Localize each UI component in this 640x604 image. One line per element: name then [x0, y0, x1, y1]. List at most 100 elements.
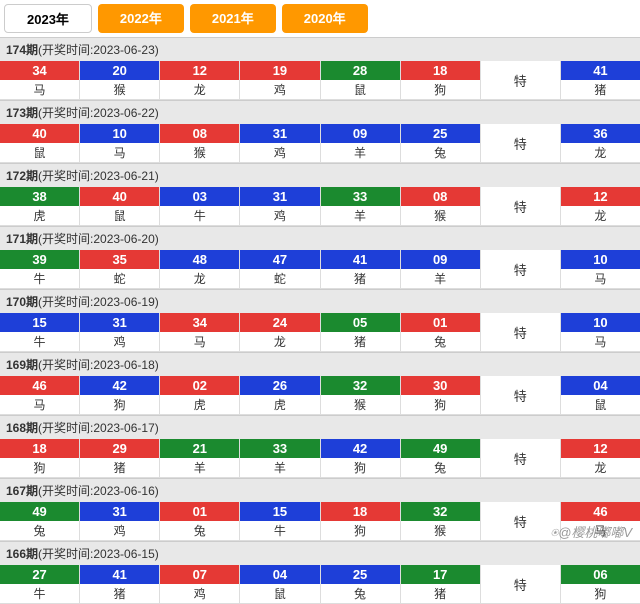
number-value: 42 [80, 376, 159, 395]
zodiac-label: 狗 [561, 584, 640, 603]
number-cell: 31鸡 [240, 187, 320, 226]
number-value: 35 [80, 250, 159, 269]
number-value: 40 [80, 187, 159, 206]
number-cell: 21羊 [160, 439, 240, 478]
zodiac-label: 鼠 [321, 80, 400, 99]
number-value: 24 [240, 313, 319, 332]
number-cell: 32猴 [321, 376, 401, 415]
number-value: 04 [240, 565, 319, 584]
zodiac-label: 狗 [321, 458, 400, 477]
number-cell: 04鼠 [240, 565, 320, 604]
zodiac-label: 鸡 [80, 521, 159, 540]
zodiac-label: 兔 [401, 143, 480, 162]
zodiac-label: 猪 [80, 458, 159, 477]
number-value: 12 [561, 187, 640, 206]
tab-2[interactable]: 2021年 [190, 4, 276, 33]
number-cell: 12龙 [561, 439, 640, 478]
zodiac-label: 猪 [321, 332, 400, 351]
number-cell: 01兔 [160, 502, 240, 541]
period: 169期(开奖时间:2023-06-18)46马42狗02虎26虎32猴30狗特… [0, 352, 640, 415]
zodiac-label: 牛 [160, 206, 239, 225]
number-value: 25 [321, 565, 400, 584]
zodiac-label: 牛 [0, 332, 79, 351]
zodiac-label: 马 [561, 269, 640, 288]
number-cell: 10马 [80, 124, 160, 163]
number-cell: 12龙 [561, 187, 640, 226]
number-cell: 18狗 [401, 61, 481, 100]
number-value: 21 [160, 439, 239, 458]
number-value: 41 [561, 61, 640, 80]
zodiac-label: 兔 [0, 521, 79, 540]
number-cell: 18狗 [0, 439, 80, 478]
number-cell: 19鸡 [240, 61, 320, 100]
tab-3[interactable]: 2020年 [282, 4, 368, 33]
zodiac-label: 蛇 [240, 269, 319, 288]
number-value: 41 [80, 565, 159, 584]
number-cell: 33羊 [321, 187, 401, 226]
number-cell: 35蛇 [80, 250, 160, 289]
tab-0[interactable]: 2023年 [4, 4, 92, 33]
number-cell: 32猴 [401, 502, 481, 541]
number-row: 40鼠10马08猴31鸡09羊25兔特36龙 [0, 124, 640, 163]
number-row: 18狗29猪21羊33羊42狗49兔特12龙 [0, 439, 640, 478]
zodiac-label: 牛 [240, 521, 319, 540]
te-label: 特 [481, 250, 561, 289]
number-cell: 39牛 [0, 250, 80, 289]
number-value: 49 [0, 502, 79, 521]
number-cell: 47蛇 [240, 250, 320, 289]
number-value: 04 [561, 376, 640, 395]
zodiac-label: 鼠 [240, 584, 319, 603]
number-value: 01 [160, 502, 239, 521]
zodiac-label: 鸡 [240, 206, 319, 225]
number-value: 31 [240, 187, 319, 206]
number-cell: 09羊 [321, 124, 401, 163]
number-row: 46马42狗02虎26虎32猴30狗特04鼠 [0, 376, 640, 415]
number-value: 10 [561, 250, 640, 269]
number-cell: 25兔 [321, 565, 401, 604]
number-cell: 07鸡 [160, 565, 240, 604]
zodiac-label: 猪 [401, 584, 480, 603]
number-value: 18 [401, 61, 480, 80]
period-header: 169期(开奖时间:2023-06-18) [0, 353, 640, 376]
number-value: 09 [321, 124, 400, 143]
zodiac-label: 龙 [561, 143, 640, 162]
number-row: 49兔31鸡01兔15牛18狗32猴特46马 [0, 502, 640, 541]
zodiac-label: 羊 [401, 269, 480, 288]
zodiac-label: 兔 [160, 521, 239, 540]
zodiac-label: 猴 [401, 206, 480, 225]
number-value: 27 [0, 565, 79, 584]
number-value: 46 [0, 376, 79, 395]
zodiac-label: 狗 [401, 80, 480, 99]
number-value: 20 [80, 61, 159, 80]
te-label: 特 [481, 376, 561, 415]
te-label: 特 [481, 61, 561, 100]
period-header: 173期(开奖时间:2023-06-22) [0, 101, 640, 124]
number-value: 02 [160, 376, 239, 395]
number-value: 39 [0, 250, 79, 269]
tab-1[interactable]: 2022年 [98, 4, 184, 33]
number-row: 38虎40鼠03牛31鸡33羊08猴特12龙 [0, 187, 640, 226]
zodiac-label: 猪 [80, 584, 159, 603]
period-header: 166期(开奖时间:2023-06-15) [0, 542, 640, 565]
zodiac-label: 虎 [0, 206, 79, 225]
number-cell: 03牛 [160, 187, 240, 226]
period: 168期(开奖时间:2023-06-17)18狗29猪21羊33羊42狗49兔特… [0, 415, 640, 478]
zodiac-label: 狗 [0, 458, 79, 477]
number-cell: 31鸡 [240, 124, 320, 163]
number-cell: 06狗 [561, 565, 640, 604]
zodiac-label: 羊 [160, 458, 239, 477]
number-value: 49 [401, 439, 480, 458]
number-cell: 25兔 [401, 124, 481, 163]
number-value: 34 [160, 313, 239, 332]
number-value: 28 [321, 61, 400, 80]
number-value: 31 [80, 313, 159, 332]
zodiac-label: 兔 [401, 332, 480, 351]
te-label: 特 [481, 187, 561, 226]
zodiac-label: 鸡 [80, 332, 159, 351]
number-cell: 18狗 [321, 502, 401, 541]
number-cell: 33羊 [240, 439, 320, 478]
number-row: 27牛41猪07鸡04鼠25兔17猪特06狗 [0, 565, 640, 604]
number-value: 30 [401, 376, 480, 395]
number-cell: 40鼠 [0, 124, 80, 163]
zodiac-label: 羊 [321, 143, 400, 162]
